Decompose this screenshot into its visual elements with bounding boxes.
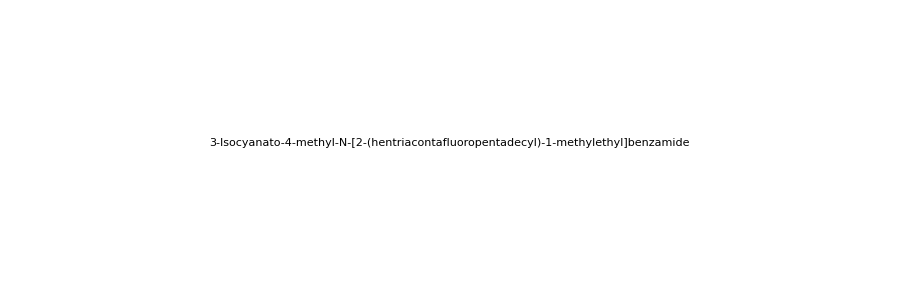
Text: 3-Isocyanato-4-methyl-N-[2-(hentriacontafluoropentadecyl)-1-methylethyl]benzamid: 3-Isocyanato-4-methyl-N-[2-(hentriaconta… [208,138,690,148]
